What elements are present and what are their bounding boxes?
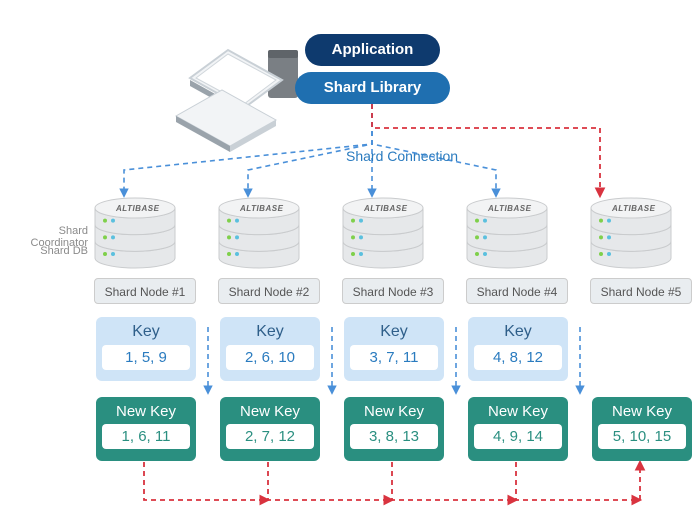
shard-node-label: Shard Node #4: [466, 278, 568, 304]
key-values: 2, 6, 10: [226, 345, 314, 370]
key-title: Key: [344, 317, 444, 345]
key-box: Key4, 8, 12: [468, 317, 568, 381]
new-key-title: New Key: [468, 397, 568, 424]
key-title: Key: [220, 317, 320, 345]
new-key-values: 5, 10, 15: [598, 424, 686, 449]
shard-library-pill-label: Shard Library: [324, 79, 422, 96]
new-key-values: 4, 9, 14: [474, 424, 562, 449]
shard-node-label: Shard Node #5: [590, 278, 692, 304]
key-values: 4, 8, 12: [474, 345, 562, 370]
key-box: Key1, 5, 9: [96, 317, 196, 381]
new-key-title: New Key: [220, 397, 320, 424]
key-title: Key: [96, 317, 196, 345]
application-pill: Application: [305, 34, 440, 66]
key-box: Key2, 6, 10: [220, 317, 320, 381]
new-key-title: New Key: [592, 397, 692, 424]
database-logo: ALTIBASE: [612, 204, 655, 213]
shard-node-label: Shard Node #3: [342, 278, 444, 304]
shard-library-pill: Shard Library: [295, 72, 450, 104]
key-values: 3, 7, 11: [350, 345, 438, 370]
new-key-values: 3, 8, 13: [350, 424, 438, 449]
new-key-box: New Key5, 10, 15: [592, 397, 692, 461]
key-box: Key3, 7, 11: [344, 317, 444, 381]
shard-node-label: Shard Node #2: [218, 278, 320, 304]
key-title: Key: [468, 317, 568, 345]
database-logo: ALTIBASE: [240, 204, 283, 213]
new-key-values: 1, 6, 11: [102, 424, 190, 449]
database-logo: ALTIBASE: [364, 204, 407, 213]
new-key-box: New Key3, 8, 13: [344, 397, 444, 461]
shard-db-label: Shard DB: [18, 245, 88, 257]
new-key-title: New Key: [96, 397, 196, 424]
application-pill-label: Application: [332, 41, 414, 58]
shard-connection-label: Shard Connection: [346, 148, 458, 164]
new-key-box: New Key4, 9, 14: [468, 397, 568, 461]
key-values: 1, 5, 9: [102, 345, 190, 370]
new-key-box: New Key1, 6, 11: [96, 397, 196, 461]
new-key-box: New Key2, 7, 12: [220, 397, 320, 461]
new-key-values: 2, 7, 12: [226, 424, 314, 449]
shard-node-label: Shard Node #1: [94, 278, 196, 304]
new-key-title: New Key: [344, 397, 444, 424]
database-logo: ALTIBASE: [116, 204, 159, 213]
database-logo: ALTIBASE: [488, 204, 531, 213]
